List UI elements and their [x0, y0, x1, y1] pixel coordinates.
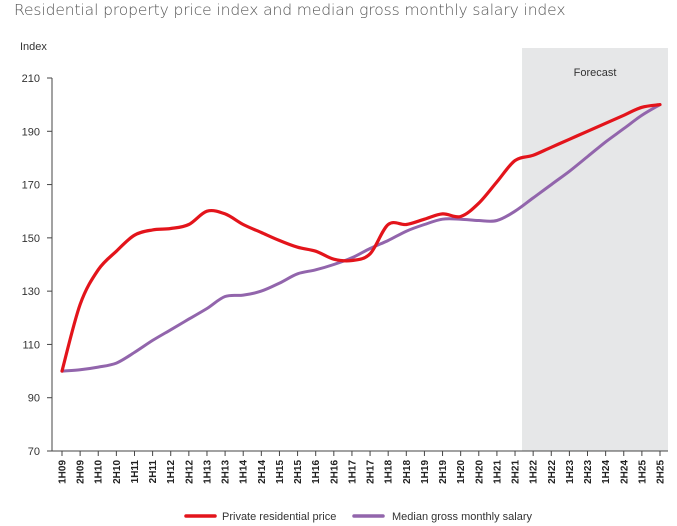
x-tick-label: 1H16 — [311, 460, 322, 484]
x-tick-label: 2H09 — [76, 460, 87, 484]
x-tick-label: 2H22 — [547, 460, 558, 484]
x-tick-label: 2H11 — [148, 460, 159, 484]
y-tick-label: 170 — [22, 180, 40, 192]
x-tick-label: 2H24 — [619, 460, 630, 484]
y-tick-label: 110 — [22, 339, 40, 351]
x-tick-label: 2H23 — [583, 460, 594, 484]
x-tick-label: 1H13 — [202, 460, 213, 484]
legend: Private residential price Median gross mo… — [184, 511, 533, 523]
y-tick-label: 70 — [28, 446, 40, 458]
y-axis-label: Index — [20, 41, 47, 53]
x-tick-label: 1H19 — [420, 460, 431, 484]
x-tick-label: 1H18 — [384, 460, 395, 484]
median-gross-monthly-salary-line — [60, 103, 662, 373]
legend-label: Private residential price — [222, 511, 336, 523]
x-tick-label: 2H15 — [293, 460, 304, 484]
x-tick-label: 2H14 — [257, 460, 268, 484]
x-tick-label: 1H12 — [166, 460, 177, 484]
y-tick-label: 130 — [22, 286, 40, 298]
x-tick-label: 2H10 — [112, 460, 123, 484]
x-tick-label: 2H25 — [656, 460, 667, 484]
x-tick-label: 1H10 — [94, 460, 105, 484]
x-tick-label: 1H17 — [347, 460, 358, 484]
x-tick-label: 1H25 — [637, 460, 648, 484]
x-tick-label: 2H18 — [402, 460, 413, 484]
y-tick-label: 150 — [22, 233, 40, 245]
x-tick-label: 1H09 — [58, 460, 69, 484]
x-tick-label: 1H21 — [492, 460, 503, 484]
x-tick-label: 1H22 — [529, 460, 540, 484]
private-residential-price-line — [60, 103, 662, 373]
forecast-region: Forecast — [522, 48, 668, 451]
y-tick-label: 210 — [22, 73, 40, 85]
x-tick-label: 2H17 — [366, 460, 377, 484]
x-tick-label: 1H14 — [239, 460, 250, 484]
legend-label: Median gross monthly salary — [392, 511, 533, 523]
x-tick-label: 1H11 — [130, 460, 141, 484]
x-tick-label: 1H15 — [275, 460, 286, 484]
x-tick-label: 2H21 — [511, 460, 522, 484]
chart-title: Residential property price index and med… — [14, 1, 566, 19]
x-tick-label: 2H20 — [474, 460, 485, 484]
forecast-label: Forecast — [574, 67, 617, 79]
y-tick-label: 90 — [28, 393, 40, 405]
x-tick-label: 1H23 — [565, 460, 576, 484]
x-tick-label: 2H19 — [438, 460, 449, 484]
x-tick-label: 1H24 — [601, 460, 612, 484]
x-tick-label: 2H13 — [221, 460, 232, 484]
forecast-shade — [522, 48, 668, 451]
axes: Index 70 90 110 130 150 170 190 210 1H09 2H09 1H10 2… — [20, 41, 668, 484]
series-lines — [60, 103, 662, 373]
x-tick-label: 2H12 — [184, 460, 195, 484]
x-tick-label: 2H16 — [329, 460, 340, 484]
x-tick-label: 1H20 — [456, 460, 467, 484]
y-tick-label: 190 — [22, 126, 40, 138]
